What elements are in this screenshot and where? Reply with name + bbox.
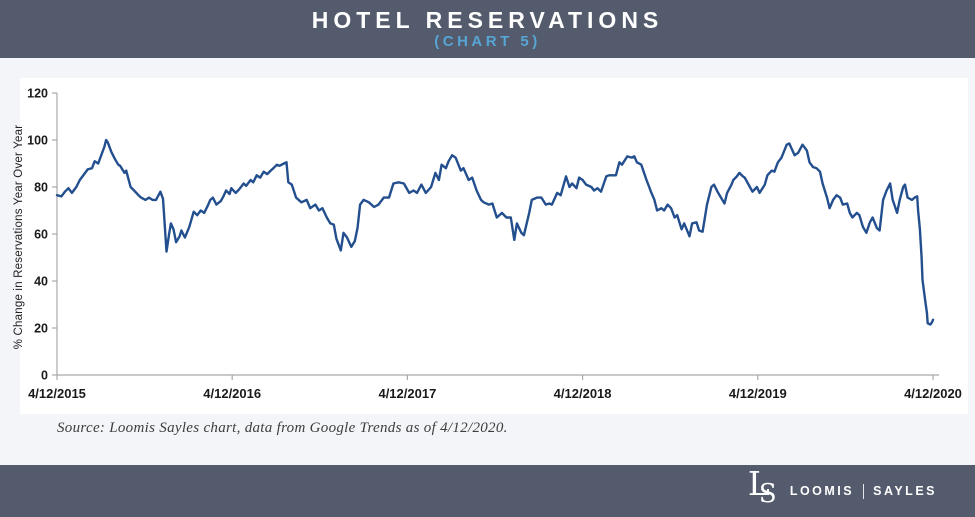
- loomis-sayles-logo: L S LOOMIS SAYLES: [747, 464, 937, 512]
- chart-panel: % Change in Reservations Year Over Year …: [13, 78, 968, 414]
- y-tick-label: 120: [27, 87, 48, 101]
- x-tick-label: 4/12/2019: [729, 386, 787, 401]
- footer-bar: L S LOOMIS SAYLES: [0, 465, 975, 517]
- main-content: % Change in Reservations Year Over Year …: [0, 58, 975, 465]
- monogram-letter-s: S: [758, 479, 777, 509]
- y-tick-label: 0: [41, 369, 48, 383]
- y-tick-label: 20: [34, 322, 48, 336]
- chart-line: [55, 138, 935, 326]
- brand-loomis: LOOMIS: [789, 484, 855, 498]
- x-tick-label: 4/12/2016: [203, 386, 261, 401]
- x-tick-label: 4/12/2020: [904, 386, 962, 401]
- header-banner: HOTEL RESERVATIONS (CHART 5): [0, 0, 975, 58]
- page-title: HOTEL RESERVATIONS: [311, 6, 664, 33]
- x-tick-label: 4/12/2017: [378, 386, 436, 401]
- brand-divider-line: [863, 483, 865, 499]
- y-tick-label: 40: [34, 275, 48, 289]
- page-subtitle: (CHART 5): [434, 32, 541, 50]
- x-tick-label: 4/12/2018: [554, 386, 612, 401]
- source-note: Source: Loomis Sayles chart, data from G…: [57, 420, 508, 436]
- line-chart: 0 20 40 60 80 100 120 4/12/2015 4/12/2016 4/12/20…: [27, 87, 962, 402]
- ls-monogram-icon: L S: [747, 464, 777, 512]
- monogram-letter-l: L: [747, 464, 770, 503]
- x-tick-label: 4/12/2015: [28, 386, 86, 401]
- y-tick-label: 100: [27, 134, 48, 148]
- brand-sayles: SAYLES: [873, 484, 937, 498]
- y-tick-label: 80: [34, 181, 48, 195]
- y-tick-label: 60: [34, 228, 48, 242]
